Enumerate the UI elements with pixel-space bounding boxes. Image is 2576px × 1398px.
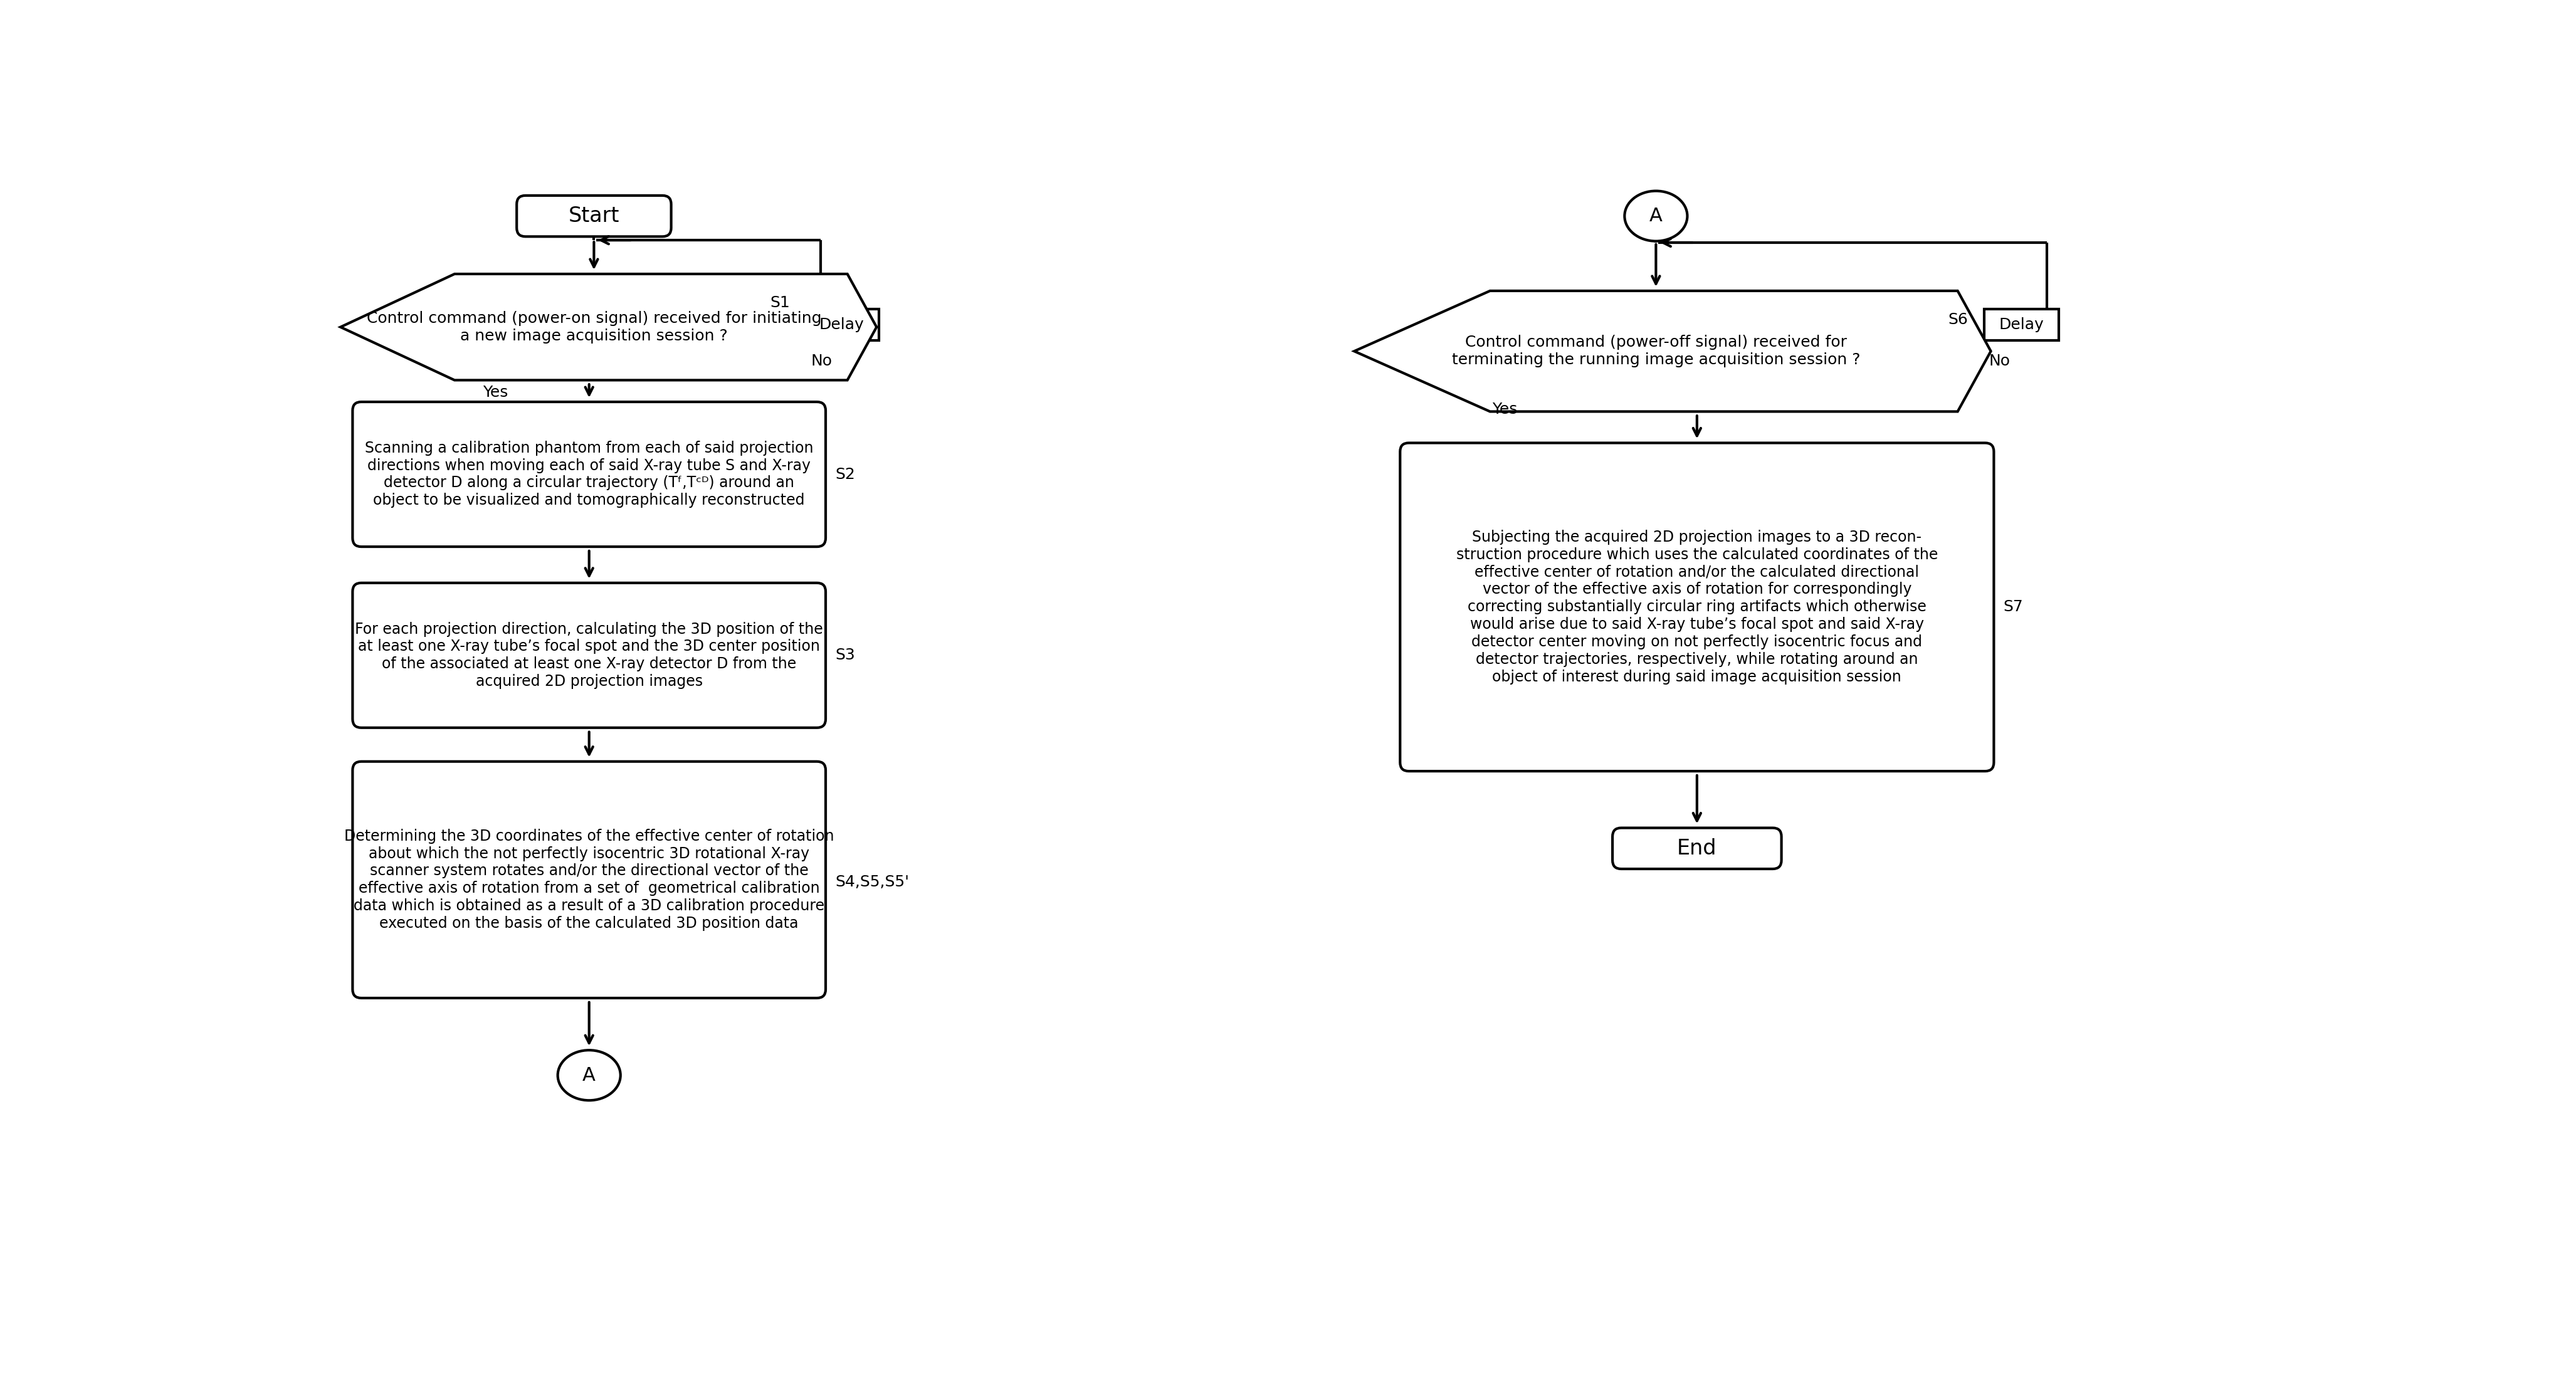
Text: Delay: Delay [1999,317,2045,333]
Text: Yes: Yes [482,384,507,400]
Text: Subjecting the acquired 2D projection images to a 3D recon-
struction procedure : Subjecting the acquired 2D projection im… [1455,530,1937,684]
FancyBboxPatch shape [353,583,827,728]
Text: Scanning a calibration phantom from each of said projection
directions when movi: Scanning a calibration phantom from each… [366,440,814,507]
Text: Control command (power-off signal) received for
terminating the running image ac: Control command (power-off signal) recei… [1453,336,1860,368]
Text: For each projection direction, calculating the 3D position of the
at least one X: For each projection direction, calculati… [355,622,824,689]
Text: S4,S5,S5': S4,S5,S5' [835,875,909,889]
Text: End: End [1677,837,1716,858]
Text: No: No [811,354,832,368]
Ellipse shape [1625,192,1687,240]
Text: No: No [1989,354,2009,368]
Bar [804,309,878,341]
FancyBboxPatch shape [353,762,827,998]
Text: Determining the 3D coordinates of the effective center of rotation
about which t: Determining the 3D coordinates of the ef… [345,829,835,931]
Text: Delay: Delay [819,317,863,333]
Text: A: A [582,1067,595,1085]
Polygon shape [340,274,876,380]
Polygon shape [1355,291,1991,411]
FancyBboxPatch shape [518,196,672,236]
Text: A: A [1649,207,1662,225]
Text: S3: S3 [835,647,855,663]
FancyBboxPatch shape [353,401,827,547]
Text: S6: S6 [1947,312,1968,327]
FancyBboxPatch shape [1613,828,1783,870]
Text: Yes: Yes [1492,401,1517,417]
Ellipse shape [559,1050,621,1100]
Text: Start: Start [569,206,618,226]
Bar [1984,309,2058,341]
Text: Control command (power-on signal) received for initiating
a new image acquisitio: Control command (power-on signal) receiv… [366,310,822,344]
Text: S2: S2 [835,467,855,482]
FancyBboxPatch shape [1401,443,1994,772]
Text: S1: S1 [770,295,791,310]
Text: S7: S7 [2004,600,2022,615]
